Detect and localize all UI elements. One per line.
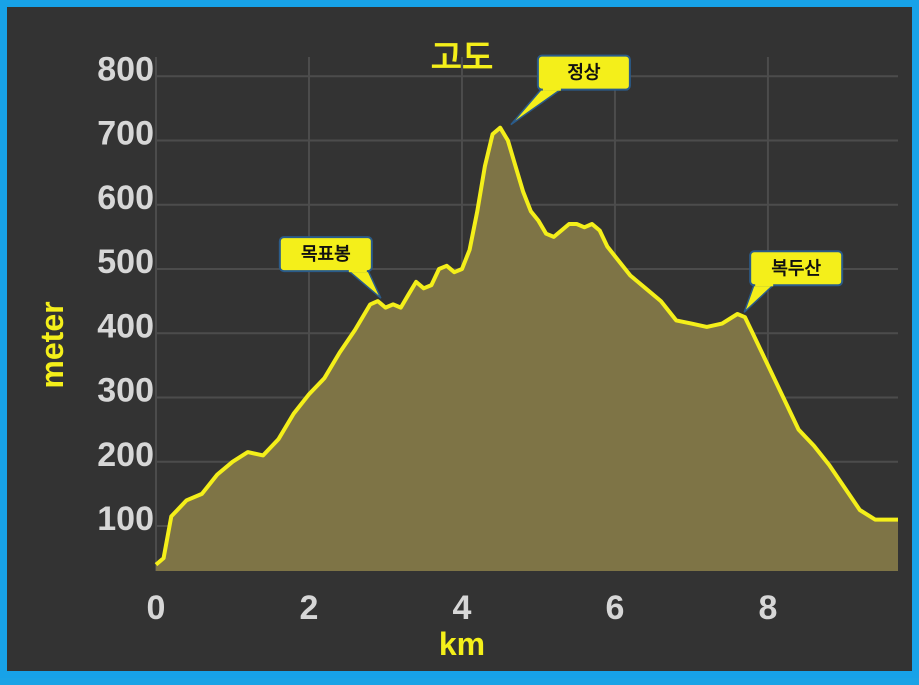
callout-1: 목표봉: [278, 236, 382, 299]
x-axis-label: km: [439, 626, 485, 662]
elevation-area-fill: [156, 127, 898, 571]
x-tick-label: 0: [147, 589, 166, 627]
y-tick-label: 400: [97, 307, 154, 345]
callout-box: [536, 54, 631, 91]
callout-pointer: [743, 283, 777, 313]
y-tick-label: 100: [97, 500, 154, 538]
y-tick-label: 700: [97, 115, 154, 153]
callout-label: 정상: [567, 63, 601, 84]
y-tick-label: 200: [97, 436, 154, 474]
y-tick-label: 600: [97, 179, 154, 217]
callout-box: [749, 250, 844, 287]
elevation-chart: 100 200 300 400 500 600 700 800 0 2 4 6 8 고도 km met…: [34, 38, 898, 662]
callout-joint: [348, 268, 367, 273]
callout-pointer: [510, 87, 565, 126]
y-axis-label: meter: [34, 301, 70, 388]
callout-0: 정상: [510, 54, 631, 126]
callout-pointer: [345, 269, 382, 299]
x-tick-label: 4: [453, 589, 472, 627]
callout-2: 복두산: [743, 250, 844, 313]
y-tick-label: 800: [97, 50, 154, 88]
y-axis-ticks: 100 200 300 400 500 600 700 800: [97, 50, 154, 538]
y-tick-label: 300: [97, 372, 154, 410]
chart-title: 고도: [431, 38, 494, 78]
callout-label: 복두산: [771, 258, 821, 279]
x-tick-label: 8: [758, 589, 777, 627]
x-tick-label: 6: [606, 589, 625, 627]
y-tick-label: 500: [97, 243, 154, 281]
callout-label: 목표봉: [301, 244, 351, 265]
x-axis-ticks: 0 2 4 6 8: [147, 589, 778, 627]
callout-box: [278, 236, 373, 273]
x-tick-label: 2: [300, 589, 319, 627]
callout-joint: [542, 86, 561, 91]
callout-joint: [755, 282, 774, 287]
elevation-line: [154, 125, 898, 567]
